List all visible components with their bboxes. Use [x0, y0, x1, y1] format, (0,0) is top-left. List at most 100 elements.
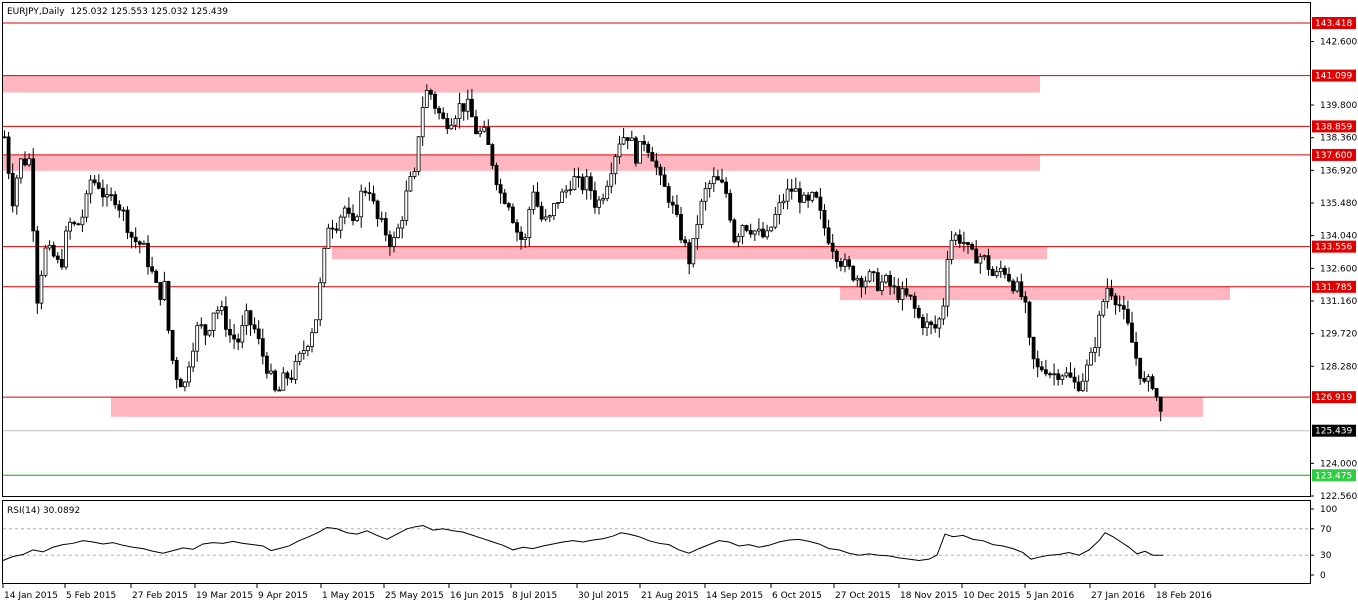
candle-body [428, 89, 433, 95]
level-label: 126.919 [1315, 393, 1352, 403]
candle-body [6, 136, 11, 174]
rsi-tick-label: 70 [1320, 525, 1332, 535]
candle-body [359, 190, 364, 218]
candle-body [933, 324, 938, 329]
candle-body [1076, 381, 1081, 392]
candle-body [383, 218, 388, 236]
price-tick-label: 132.600 [1320, 264, 1357, 274]
candle-body [351, 213, 355, 221]
candle-body [1097, 314, 1102, 348]
candle-body [711, 176, 716, 185]
candle-body [539, 205, 544, 220]
candle-body [215, 310, 220, 314]
candle-body [1072, 376, 1077, 383]
level-labels-layer: 143.418 141.099 138.859 137.600 133.556 131.7… [1312, 17, 1356, 482]
candle-body [1015, 281, 1020, 292]
candle-body [638, 140, 642, 164]
candle-body [166, 280, 171, 331]
candle-body [752, 230, 757, 235]
candle-body [141, 242, 146, 245]
candle-body [318, 282, 323, 321]
candle-body [732, 219, 737, 243]
candle-body [921, 316, 925, 329]
time-tick-label: 18 Feb 2016 [1156, 591, 1212, 601]
candle-body [929, 321, 933, 325]
candle-body [1064, 372, 1069, 377]
candle-body [1031, 336, 1036, 360]
time-tick-label: 9 Apr 2015 [258, 591, 308, 601]
candle-body [617, 143, 622, 158]
candle-body [170, 330, 175, 361]
candle-body [986, 255, 991, 270]
candle-body [1158, 396, 1163, 412]
candle-body [297, 352, 302, 362]
candle-body [826, 227, 831, 244]
candle-body [994, 271, 999, 276]
candle-body [896, 286, 901, 300]
candle-body [777, 202, 782, 215]
candle-body [806, 194, 810, 201]
candle-body [293, 361, 298, 380]
candle-body [375, 200, 380, 220]
time-tick-label: 8 Jul 2015 [512, 591, 557, 601]
candle-body [1007, 273, 1011, 282]
price-panel-frame [2, 2, 1311, 497]
candle-body [433, 93, 437, 109]
candle-body [666, 186, 671, 203]
candle-body [269, 370, 273, 374]
candle-body [1134, 341, 1138, 359]
candle-body [273, 370, 278, 391]
candle-body [322, 247, 327, 284]
candle-body [949, 239, 954, 260]
candle-body [552, 203, 556, 217]
candle-body [129, 232, 134, 238]
candle-body [113, 194, 118, 206]
candle-body [982, 255, 987, 258]
candle-body [498, 184, 503, 194]
candle-body [908, 294, 913, 297]
candle-body [461, 103, 466, 112]
candle-body [642, 140, 646, 145]
candle-body [634, 137, 638, 164]
candle-body [334, 228, 339, 231]
candle-body [1080, 380, 1085, 392]
candle-body [593, 190, 597, 208]
time-tick-label: 14 Sep 2015 [706, 591, 763, 601]
candle-body [137, 241, 142, 245]
candle-body [264, 355, 269, 374]
candle-body [482, 126, 487, 132]
candle-body [798, 188, 802, 203]
candle-body [1113, 295, 1118, 306]
candle-body [363, 190, 368, 193]
candle-body [765, 230, 769, 238]
candle-body [740, 225, 745, 237]
candle-body [47, 244, 52, 249]
candle-body [96, 182, 101, 189]
candle-body [916, 307, 921, 318]
candle-body [158, 282, 163, 300]
candle-body [76, 223, 81, 226]
time-tick-label: 5 Jan 2016 [1026, 591, 1074, 601]
candle-body [474, 116, 478, 135]
candle-body [609, 173, 614, 187]
candle-body [769, 226, 774, 232]
candle-body [724, 181, 728, 194]
level-label: 137.600 [1315, 151, 1352, 161]
candle-body [182, 381, 187, 388]
candle-body [1003, 267, 1007, 275]
candle-body [236, 338, 241, 343]
candle-body [2, 136, 7, 139]
level-label-box [1312, 148, 1356, 161]
candle-body [502, 192, 507, 204]
candle-body [962, 242, 966, 244]
zone-band [111, 397, 1203, 417]
candle-body [810, 191, 815, 201]
candle-body [437, 107, 442, 114]
candle-body [1027, 301, 1032, 338]
time-tick-label: 25 May 2015 [385, 591, 444, 601]
candle-body [818, 196, 823, 211]
time-tick-label: 21 Aug 2015 [641, 591, 699, 601]
candle-body [695, 224, 700, 240]
candle-body [957, 234, 962, 244]
